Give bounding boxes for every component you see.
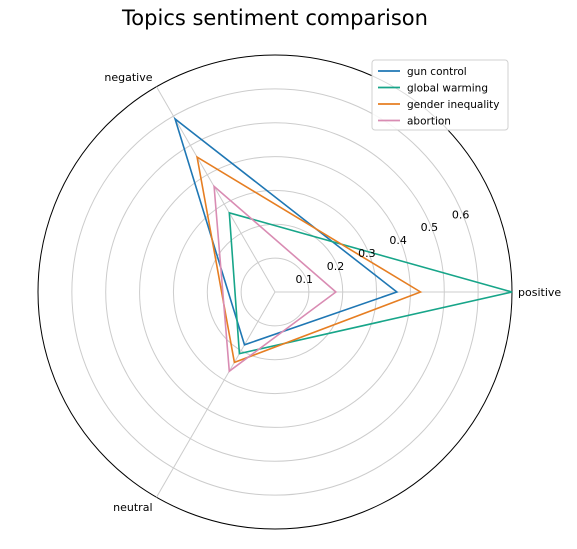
spoke-neutral [157, 292, 276, 497]
axis-label-neutral: neutral [113, 501, 152, 514]
r-tick-label: 0.1 [296, 273, 314, 286]
chart-title: Topics sentiment comparison [121, 6, 428, 30]
legend: gun control global warming gender inequali… [372, 60, 508, 130]
axis-label-positive: positive [518, 286, 561, 299]
series-line-gun-control [175, 119, 397, 345]
r-tick-label: 0.4 [389, 234, 407, 247]
r-tick-label: 0.5 [421, 221, 439, 234]
legend-entry: gun control [407, 66, 467, 78]
legend-entry: global warming [407, 83, 488, 95]
r-tick-label: 0.3 [358, 247, 376, 260]
axis-label-negative: negative [104, 71, 152, 84]
legend-entry: gender inequality [407, 99, 500, 111]
r-tick-label: 0.6 [452, 208, 470, 221]
r-tick-label: 0.2 [327, 260, 345, 273]
series-line-gender-inequality [197, 157, 421, 362]
legend-entry: abortion [407, 116, 451, 128]
